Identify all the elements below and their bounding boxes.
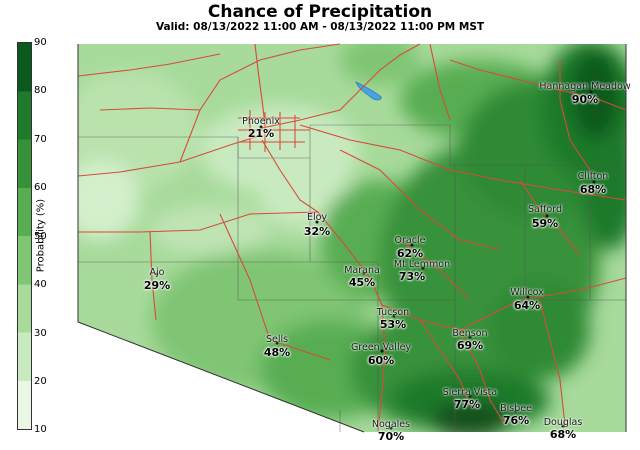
city-label: Bisbee <box>500 403 532 414</box>
city-label: Marana <box>344 265 380 276</box>
state-border <box>77 44 365 433</box>
city-probability: 69% <box>456 339 484 352</box>
county-lines <box>78 124 626 432</box>
city-probability: 70% <box>377 430 405 443</box>
colorbar-tick: 10 <box>34 424 47 435</box>
city-label: Oracle <box>394 235 426 246</box>
city-label: Tucson <box>376 307 410 318</box>
city-probability: 73% <box>398 270 426 283</box>
city-probability: 59% <box>531 217 559 230</box>
city-label: Phoenix <box>242 116 280 127</box>
city-probability: 45% <box>348 276 376 289</box>
city-label: Hannagan Meadow <box>539 81 631 92</box>
city-probability: 60% <box>367 354 395 367</box>
city-probability: 32% <box>303 225 331 238</box>
colorbar-tick: 50 <box>34 231 47 242</box>
city-probability: 29% <box>143 279 171 292</box>
city-label: Eloy <box>306 212 328 223</box>
city-probability: 48% <box>263 346 291 359</box>
map-title: Chance of Precipitation <box>207 2 433 22</box>
colorbar-tick: 60 <box>34 182 47 193</box>
probability-colorbar <box>17 42 32 430</box>
city-label: Douglas <box>543 417 583 428</box>
city-label: Safford <box>528 204 562 215</box>
city-markers <box>155 90 596 430</box>
city-label: Sierra Vista <box>442 387 498 398</box>
city-probability: 76% <box>502 414 530 427</box>
colorbar-tick: 80 <box>34 85 47 96</box>
city-label: Sells <box>265 334 289 345</box>
city-label: Green Valley <box>350 342 412 353</box>
city-label: Nogales <box>371 419 411 430</box>
city-probability: 77% <box>453 398 481 411</box>
city-probability: 68% <box>579 183 607 196</box>
highways <box>77 43 627 431</box>
probability-field <box>78 44 626 432</box>
city-label: Ajo <box>149 267 165 278</box>
city-probability: 64% <box>513 299 541 312</box>
valid-time-subtitle: Valid: 08/13/2022 11:00 AM - 08/13/2022 … <box>155 21 485 33</box>
city-probability: 53% <box>379 318 407 331</box>
colorbar-tick: 30 <box>34 328 47 339</box>
city-probability: 90% <box>571 93 599 106</box>
city-label: Clifton <box>577 171 609 182</box>
colorbar-tick: 90 <box>34 37 47 48</box>
colorbar-tick: 40 <box>34 279 47 290</box>
city-probability: 62% <box>396 247 424 260</box>
city-label: Mt Lemmon <box>393 259 451 270</box>
city-probability: 68% <box>549 428 577 441</box>
colorbar-tick: 70 <box>34 134 47 145</box>
city-probability: 21% <box>247 127 275 140</box>
city-label: Benson <box>452 328 488 339</box>
city-label: Willcox <box>510 287 544 298</box>
colorbar-tick: 20 <box>34 376 47 387</box>
